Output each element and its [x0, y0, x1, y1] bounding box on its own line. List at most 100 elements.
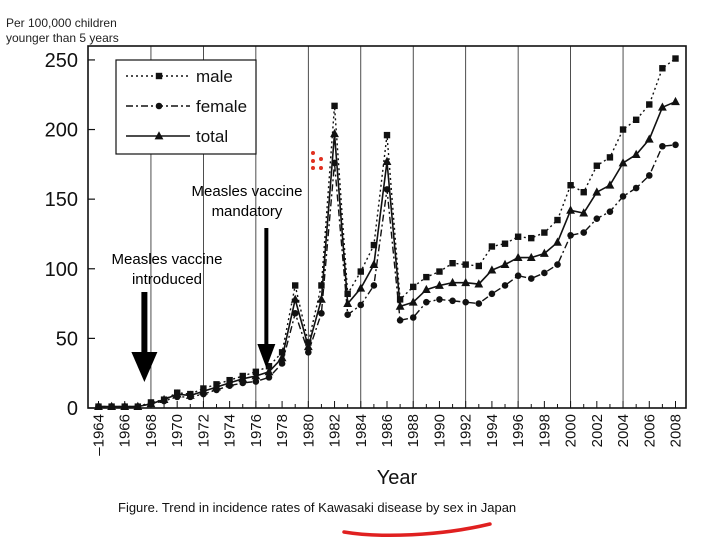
total-point — [553, 237, 562, 246]
red-dot — [311, 159, 315, 163]
female-point — [318, 310, 325, 317]
female-point — [606, 208, 614, 215]
male-point — [659, 65, 666, 72]
total-point — [212, 382, 221, 391]
total-point — [435, 280, 444, 289]
female-point — [291, 310, 299, 317]
male-point — [331, 102, 338, 110]
arrow-introduced-shaft — [141, 292, 148, 352]
x-tick-label: 1986 — [379, 414, 396, 447]
total-point — [671, 96, 680, 106]
total-point — [133, 401, 143, 411]
total-point — [644, 134, 654, 143]
total-point — [605, 180, 615, 189]
figure-caption: Figure. Trend in incidence rates of Kawa… — [118, 500, 517, 515]
y-tick-label: 200 — [45, 120, 78, 142]
y-tick-label: 0 — [67, 398, 78, 420]
total-point — [290, 294, 300, 303]
female-point — [645, 172, 653, 179]
total-point — [579, 208, 589, 217]
total-point — [461, 277, 471, 287]
x-tick-label: 1968 — [143, 414, 160, 447]
male-point — [436, 268, 443, 275]
x-axis-label: Year — [377, 467, 418, 489]
x-tick-label: 2006 — [641, 414, 658, 447]
total-point — [94, 401, 103, 411]
x-tick-label: 2000 — [563, 414, 580, 447]
x-tick-label: 1982 — [327, 414, 344, 447]
female-point — [357, 301, 365, 309]
red-underline — [342, 522, 492, 538]
total-point — [421, 284, 431, 294]
female-point — [659, 142, 666, 150]
x-tick-label: 1978 — [274, 414, 291, 447]
total-point — [277, 353, 287, 362]
y-tick-label: 50 — [56, 328, 78, 350]
total-point — [539, 248, 549, 257]
female-point — [541, 269, 548, 277]
x-tick-label: 1994 — [484, 414, 501, 447]
female-point — [436, 296, 443, 303]
total-point — [487, 265, 497, 274]
annotation-arrows — [131, 228, 276, 382]
total-point — [199, 386, 208, 395]
legend-label-total: total — [196, 127, 228, 146]
female-point — [567, 232, 574, 239]
male-point — [554, 216, 561, 224]
male-point — [632, 116, 640, 123]
legend-label-female: female — [196, 97, 247, 116]
male-point — [646, 101, 653, 108]
female-point — [672, 141, 679, 149]
female-point — [305, 349, 312, 356]
total-point — [303, 341, 313, 351]
x-tick-label: 1990 — [431, 414, 448, 447]
female-point — [462, 298, 469, 306]
female-point — [449, 297, 456, 305]
legend-marker-female — [155, 102, 163, 110]
red-dot — [319, 166, 323, 170]
y-tick-label: 100 — [45, 259, 78, 281]
total-point — [592, 187, 602, 196]
arrow-mandatory-head — [257, 344, 276, 368]
male-point — [488, 243, 496, 250]
female-point — [370, 282, 378, 289]
total-point — [618, 158, 628, 167]
male-point — [514, 233, 522, 240]
total-point — [107, 401, 117, 411]
x-tick-label: 1984 — [353, 414, 370, 447]
female-point — [265, 374, 273, 381]
male-point — [541, 229, 548, 236]
male-point — [528, 234, 535, 242]
male-point — [567, 182, 574, 189]
y-tick-label: 250 — [45, 50, 78, 72]
red-dot — [311, 166, 315, 170]
red-dot — [311, 151, 315, 155]
male-point — [672, 55, 679, 62]
total-point — [251, 371, 261, 380]
male-point — [580, 188, 587, 196]
female-point — [278, 360, 286, 367]
x-tick-label: 2004 — [615, 414, 632, 447]
total-point — [631, 149, 641, 158]
legend-box: male female total — [115, 59, 257, 155]
female-point — [593, 215, 601, 222]
legend-marker-male — [155, 72, 163, 80]
female-point — [619, 193, 627, 200]
male-point — [606, 154, 614, 161]
legend-label-male: male — [196, 67, 233, 86]
male-point — [318, 282, 325, 289]
total-point — [408, 297, 418, 306]
male-point — [357, 268, 364, 275]
female-point — [488, 290, 496, 298]
arrow-mandatory-shaft — [264, 228, 269, 344]
female-point — [514, 272, 522, 280]
y-units-label: Per 100,000 children younger than 5 year… — [6, 16, 119, 45]
series-layer — [94, 55, 680, 411]
female-point — [527, 275, 535, 282]
female-point — [396, 316, 404, 324]
total-point — [526, 252, 536, 262]
x-tick-label: –1964 — [90, 414, 107, 456]
male-point — [501, 240, 509, 247]
male-point — [278, 349, 286, 356]
